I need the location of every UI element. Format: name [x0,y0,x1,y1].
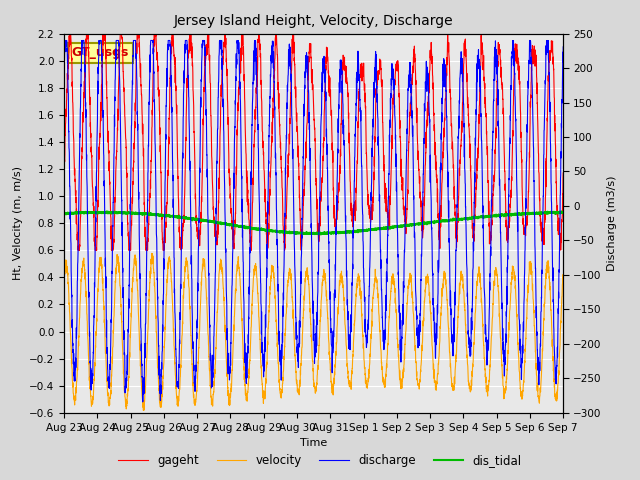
dis_tidal [273,228,281,234]
dis_tidal [559,210,567,216]
Line: discharge: discharge [64,40,563,402]
dis_tidal [147,211,155,216]
discharge [139,399,147,405]
gageht [117,31,125,36]
Text: GT_usgs: GT_usgs [72,47,129,60]
gageht [67,31,74,36]
velocity [148,251,156,256]
gageht [74,247,82,253]
velocity [252,264,260,270]
discharge [496,189,504,195]
discharge [273,241,281,247]
discharge [147,37,155,43]
discharge [61,37,69,43]
Line: dis_tidal: dis_tidal [64,211,563,234]
dis_tidal [496,212,504,218]
velocity [559,274,567,279]
dis_tidal [103,208,111,214]
gageht [147,170,155,176]
discharge [550,323,557,329]
velocity [60,285,68,291]
velocity [147,271,155,277]
gageht [252,104,260,110]
discharge [60,78,68,84]
velocity [140,408,147,413]
gageht [60,185,68,191]
velocity [273,340,281,346]
gageht [496,47,504,52]
Legend: gageht, velocity, discharge, dis_tidal: gageht, velocity, discharge, dis_tidal [113,449,527,472]
dis_tidal [60,210,68,216]
dis_tidal [550,209,557,215]
velocity [550,372,557,377]
gageht [559,170,567,176]
Title: Jersey Island Height, Velocity, Discharge: Jersey Island Height, Velocity, Discharg… [174,14,453,28]
Y-axis label: Ht, Velocity (m, m/s): Ht, Velocity (m, m/s) [13,166,24,280]
gageht [550,66,557,72]
dis_tidal [252,226,259,232]
Line: velocity: velocity [64,253,563,410]
Y-axis label: Discharge (m3/s): Discharge (m3/s) [607,176,617,271]
gageht [273,52,281,58]
discharge [252,53,260,59]
velocity [117,304,125,310]
discharge [117,163,125,169]
velocity [496,322,504,327]
dis_tidal [317,231,324,237]
X-axis label: Time: Time [300,438,327,448]
Line: gageht: gageht [64,34,563,250]
discharge [559,44,567,50]
dis_tidal [117,210,125,216]
